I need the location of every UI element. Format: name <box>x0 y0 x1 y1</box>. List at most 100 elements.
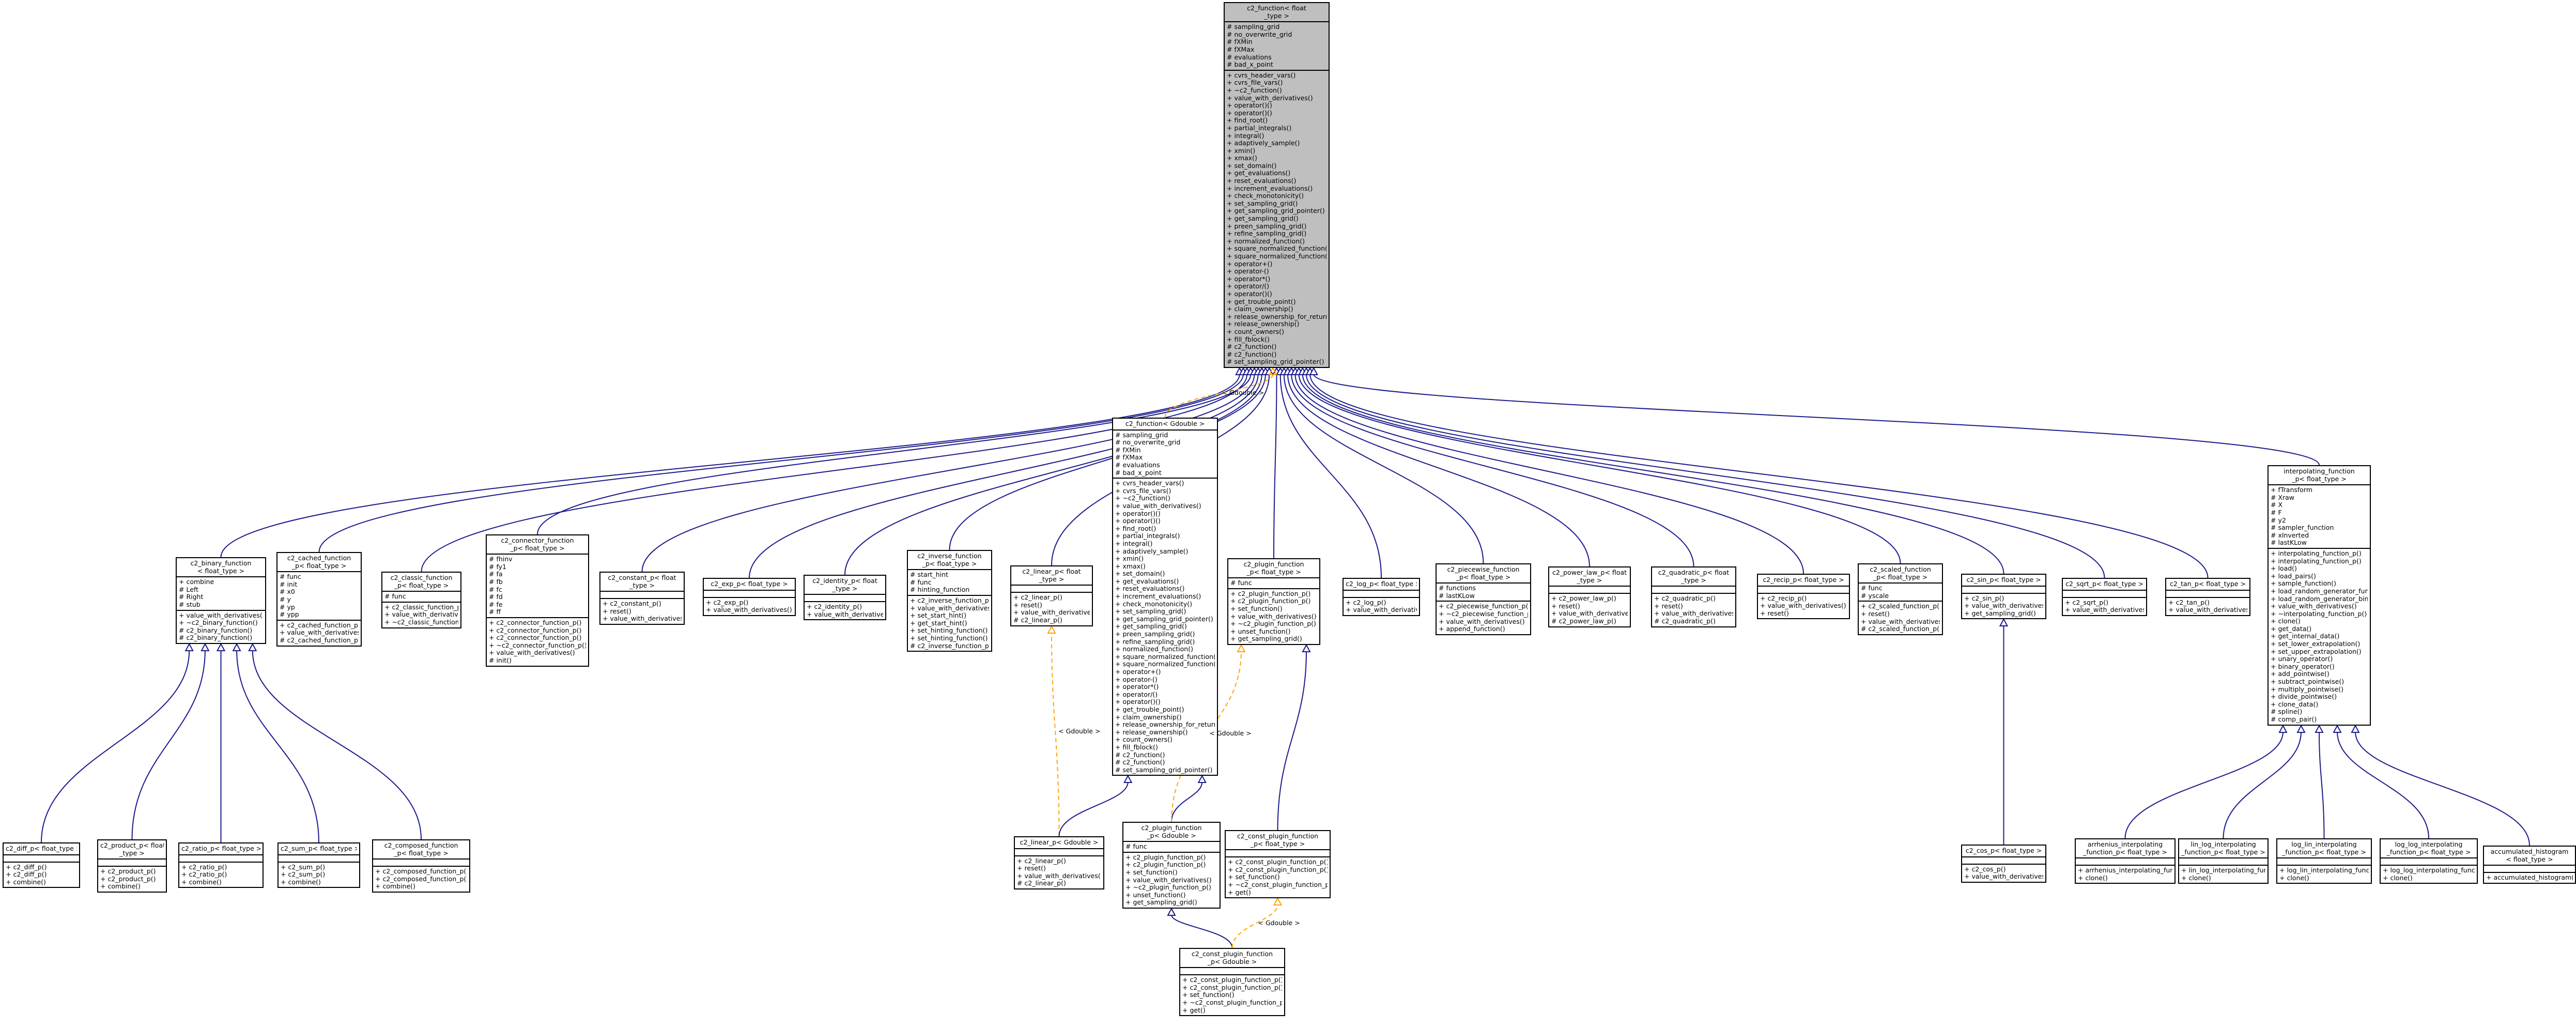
attributes-line: # ff <box>489 608 501 616</box>
class-node-constplugd[interactable]: c2_const_plugin_function _p< Gdouble > + c… <box>1179 948 1285 1017</box>
attributes-section <box>2063 589 2146 597</box>
attributes-section <box>2076 857 2174 865</box>
class-node-c2d[interactable]: c2_function< Gdouble > # sampling_grid # n… <box>1112 418 1218 776</box>
arrowhead <box>2351 724 2360 733</box>
class-node-connector[interactable]: c2_connector_function _p< float_type > # f… <box>486 534 589 667</box>
methods-line: + c2_classic_function_p() <box>384 603 458 611</box>
class-title-line: _p< float_type > <box>1456 573 1511 581</box>
class-node-cached[interactable]: c2_cached_function _p< float_type > # func… <box>276 552 362 647</box>
class-node-inverse[interactable]: c2_inverse_function _p< float_type > # sta… <box>907 550 992 652</box>
class-node-constant[interactable]: c2_constant_p< float _type > + c2_constant… <box>599 572 685 625</box>
attributes-line: # stub <box>179 601 200 608</box>
class-node-constplug[interactable]: c2_const_plugin_function _p< float_type >… <box>1225 830 1331 899</box>
attributes-line: # fXMax <box>1115 454 1143 462</box>
class-node-linear[interactable]: c2_linear_p< float _type > + c2_linear_p()… <box>1010 565 1093 626</box>
class-node-plugin[interactable]: c2_plugin_function _p< float_type > # func… <box>1227 558 1320 645</box>
methods-line: + ~c2_function() <box>1227 86 1282 94</box>
methods-line: # c2_cached_function_p() <box>280 636 359 644</box>
class-node-binary[interactable]: c2_binary_function < float_type > + combin… <box>176 557 266 644</box>
class-node-scaled[interactable]: c2_scaled_function _p< float_type > # func… <box>1858 563 1943 635</box>
methods-line: + operator()() <box>1115 698 1161 706</box>
attributes-line: # fd <box>489 593 503 601</box>
class-node-powerlaw[interactable]: c2_power_law_p< float _type > + c2_power_l… <box>1548 566 1631 627</box>
methods-line: + reset() <box>1551 602 1580 610</box>
class-node-recip[interactable]: c2_recip_p< float_type > + c2_recip_p() + … <box>1757 574 1850 620</box>
methods-line: + value_with_derivatives() <box>1125 876 1212 884</box>
methods-line: + value_with_derivatives() <box>2168 606 2247 614</box>
class-title-line: c2_sqrt_p< float_type > <box>2065 580 2143 588</box>
class-title-line: c2_ratio_p< float_type > <box>181 845 260 852</box>
class-node-tan[interactable]: c2_tan_p< float_type > + c2_tan_p() + valu… <box>2165 578 2250 616</box>
class-node-sqrt[interactable]: c2_sqrt_p< float_type > + c2_sqrt_p() + va… <box>2062 578 2147 616</box>
class-node-piecewise[interactable]: c2_piecewise_function _p< float_type > # f… <box>1436 563 1531 635</box>
methods-line: + subtract_pointwise() <box>2271 678 2344 686</box>
attributes-line: # sampling_grid <box>1115 431 1168 439</box>
class-node-ratio[interactable]: c2_ratio_p< float_type > + c2_ratio_p() + … <box>178 842 264 888</box>
class-node-loglog[interactable]: log_log_interpolating _function_p< float_… <box>2380 838 2478 884</box>
class-node-product[interactable]: c2_product_p< float _type > + c2_product_p… <box>97 839 167 893</box>
methods-line: + load() <box>2271 565 2297 573</box>
class-title-line: log_log_interpolating <box>2395 841 2463 848</box>
class-node-loglin[interactable]: log_lin_interpolating _function_p< float_… <box>2276 838 2372 884</box>
class-node-linlog[interactable]: lin_log_interpolating _function_p< float_… <box>2178 838 2269 884</box>
class-node-log[interactable]: c2_log_p< float_type > + c2_log_p() + valu… <box>1343 578 1420 616</box>
edge-inverse-to-root <box>949 374 1266 550</box>
attributes-line: # Left <box>179 586 198 593</box>
class-title-line: c2_binary_function <box>190 560 252 567</box>
class-node-lineard[interactable]: c2_linear_p< Gdouble > + c2_linear_p() + r… <box>1014 836 1104 889</box>
class-title-section: c2_scaled_function _p< float_type > <box>1859 564 1942 582</box>
methods-line: + c2_constant_p() <box>603 600 661 608</box>
class-title-line: _function_p< float_type > <box>2282 848 2366 856</box>
class-node-quadratic[interactable]: c2_quadratic_p< float _type > + c2_quadrat… <box>1651 566 1736 627</box>
class-title-line: _type > <box>1681 576 1706 584</box>
methods-line: + c2_ratio_p() <box>181 863 227 871</box>
methods-line: + value_with_derivatives() <box>603 615 682 623</box>
methods-line: + operator*() <box>1227 275 1271 283</box>
methods-line: + normalized_function() <box>1227 237 1305 245</box>
methods-section: + c2_cos_p() + value_with_derivatives() <box>1962 863 2045 882</box>
methods-line: + c2_ratio_p() <box>181 871 227 879</box>
attributes-section: + fTransform # Xraw # X # F # y2 # sampler_fu… <box>2269 484 2370 548</box>
class-node-identity[interactable]: c2_identity_p< float _type > + c2_identity… <box>804 575 886 621</box>
methods-line: + value_with_derivatives() <box>1017 872 1101 880</box>
edge-quadratic-to-root <box>1291 374 1694 567</box>
methods-line: + ~c2_connector_function_p() <box>489 641 586 649</box>
class-title-section: lin_log_interpolating _function_p< float_… <box>2179 839 2268 857</box>
methods-section: + c2_sum_p() + c2_sum_p() + combine() <box>279 861 359 887</box>
methods-line: + clone_data() <box>2271 700 2319 708</box>
class-node-root[interactable]: c2_function< float _type > # sampling_grid… <box>1224 2 1330 368</box>
methods-section: + c2_identity_p() + value_with_derivative… <box>805 601 885 619</box>
class-title-section: accumulated_histogram < float_type > <box>2484 847 2575 865</box>
methods-line: + value_with_derivatives() <box>280 629 359 637</box>
class-node-cos[interactable]: c2_cos_p< float_type > + c2_cos_p() + valu… <box>1961 845 2046 883</box>
class-title-line: _function_p< float_type > <box>2181 848 2265 856</box>
attributes-section <box>1015 848 1103 855</box>
class-node-composed[interactable]: c2_composed_function _p< float_type > + c2… <box>372 839 470 893</box>
class-title-section: c2_function< float _type > <box>1225 3 1329 21</box>
class-node-diff[interactable]: c2_diff_p< float_type > + c2_diff_p() + c2… <box>3 842 80 888</box>
methods-line: + reset() <box>1760 609 1789 617</box>
methods-line: + preen_sampling_grid() <box>1115 631 1195 638</box>
attributes-line: # evaluations <box>1227 53 1272 61</box>
attributes-line: # fXMin <box>1115 446 1141 454</box>
class-node-sin[interactable]: c2_sin_p< float_type > + c2_sin_p() + valu… <box>1961 574 2046 620</box>
methods-line: + clone() <box>2383 874 2413 882</box>
edge-recip-to-root <box>1294 374 1804 574</box>
methods-section: + c2_cached_function_p() + value_with_der… <box>277 619 361 646</box>
edge-scaled-to-root <box>1298 374 1901 564</box>
class-node-sum[interactable]: c2_sum_p< float_type > + c2_sum_p() + c2_s… <box>277 842 360 888</box>
class-node-classic[interactable]: c2_classic_function _p< float_type > # fun… <box>381 572 461 628</box>
class-node-arrhenius[interactable]: arrhenius_interpolating _function_p< floa… <box>2075 838 2176 884</box>
methods-line: + set_sampling_grid() <box>1115 608 1186 616</box>
class-title-section: c2_recip_p< float_type > <box>1758 575 1849 586</box>
methods-line: + increment_evaluations() <box>1227 185 1313 192</box>
class-node-exp[interactable]: c2_exp_p< float_type > + c2_exp_p() + valu… <box>703 578 796 616</box>
methods-line: # set_sampling_grid_pointer() <box>1115 766 1213 774</box>
attributes-section <box>2484 865 2575 872</box>
class-node-accum[interactable]: accumulated_histogram < float_type > + acc… <box>2483 846 2576 884</box>
class-node-plugind[interactable]: c2_plugin_function _p< Gdouble > # func + c… <box>1122 822 1221 909</box>
class-node-interp[interactable]: interpolating_function _p< float_type > + … <box>2268 465 2371 726</box>
class-title-section: c2_linear_p< Gdouble > <box>1015 837 1103 848</box>
class-title-line: _p< float_type > <box>2292 475 2347 483</box>
methods-line: # c2_binary_function() <box>179 634 253 642</box>
